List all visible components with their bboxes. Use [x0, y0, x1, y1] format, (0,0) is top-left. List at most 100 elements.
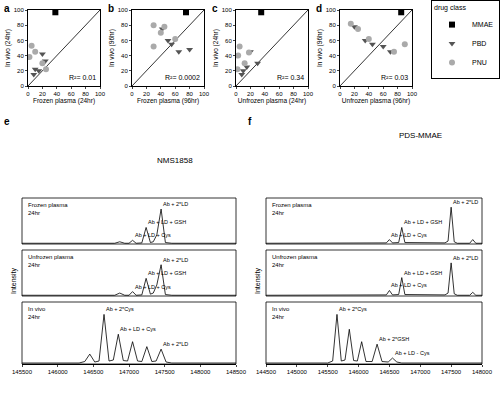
svg-text:60: 60: [121, 38, 128, 44]
svg-text:Ab + LD + Cys: Ab + LD + Cys: [391, 232, 427, 238]
svg-text:80: 80: [394, 91, 401, 97]
svg-text:148000: 148000: [472, 369, 493, 375]
svg-text:Ab + 2*LD: Ab + 2*LD: [453, 255, 478, 261]
svg-text:R²= 0.0002: R²= 0.0002: [165, 74, 200, 81]
svg-text:144500: 144500: [256, 369, 277, 375]
svg-text:Unfrozen plasma (24hr): Unfrozen plasma (24hr): [238, 97, 306, 105]
svg-text:0: 0: [26, 91, 30, 97]
svg-text:80: 80: [290, 91, 297, 97]
svg-text:In vivo24hr: In vivo24hr: [272, 306, 290, 320]
svg-text:147500: 147500: [441, 369, 462, 375]
svg-text:146500: 146500: [83, 369, 104, 375]
svg-text:20: 20: [17, 68, 24, 74]
svg-text:0: 0: [332, 83, 336, 89]
svg-text:In vivo (96hr): In vivo (96hr): [316, 29, 324, 67]
svg-text:20: 20: [351, 91, 358, 97]
svg-text:0: 0: [124, 83, 128, 89]
svg-text:40: 40: [225, 53, 232, 59]
svg-text:20: 20: [247, 91, 254, 97]
svg-text:80: 80: [17, 22, 24, 28]
svg-text:e: e: [4, 116, 10, 127]
svg-text:40: 40: [17, 53, 24, 59]
svg-text:100: 100: [199, 91, 210, 97]
svg-text:0: 0: [338, 91, 342, 97]
svg-text:In vivo (24hr): In vivo (24hr): [212, 29, 220, 67]
svg-text:Intensity: Intensity: [10, 267, 18, 294]
svg-text:100: 100: [303, 91, 314, 97]
svg-text:NMS1858: NMS1858: [157, 156, 193, 165]
svg-text:Ab + LD + GSH: Ab + LD + GSH: [148, 219, 186, 225]
svg-text:Ab + LD + Cys: Ab + LD + Cys: [135, 232, 171, 238]
svg-text:Ab + LD + GSH: Ab + LD + GSH: [404, 270, 442, 276]
svg-text:Frozen plasma (24hr): Frozen plasma (24hr): [33, 97, 95, 105]
svg-text:b: b: [108, 3, 114, 14]
svg-text:PDS-MMAE: PDS-MMAE: [399, 131, 442, 140]
svg-text:Ab + LD + Cys: Ab + LD + Cys: [135, 284, 171, 290]
svg-text:In vivo (24hr): In vivo (24hr): [4, 29, 12, 67]
svg-text:Unfrozen plasma24hr: Unfrozen plasma24hr: [28, 254, 74, 268]
svg-text:c: c: [212, 3, 218, 14]
svg-text:Frozen plasma24hr: Frozen plasma24hr: [272, 202, 312, 216]
svg-text:145500: 145500: [12, 369, 33, 375]
svg-text:Ab + LD + Cys: Ab + LD + Cys: [391, 282, 427, 288]
svg-text:Ab + 2*GSH: Ab + 2*GSH: [379, 336, 409, 342]
svg-text:Ab + 2*LD: Ab + 2*LD: [163, 341, 188, 347]
svg-text:80: 80: [186, 91, 193, 97]
svg-text:Ab + 2*Cys: Ab + 2*Cys: [106, 306, 134, 312]
svg-text:20: 20: [39, 91, 46, 97]
svg-text:80: 80: [82, 91, 89, 97]
svg-text:Ab + 2*LD: Ab + 2*LD: [163, 257, 188, 263]
svg-text:0: 0: [20, 83, 24, 89]
svg-text:100: 100: [14, 7, 25, 13]
svg-text:20: 20: [329, 68, 336, 74]
svg-text:146000: 146000: [48, 369, 69, 375]
svg-text:40: 40: [53, 91, 60, 97]
svg-text:PBD: PBD: [472, 40, 486, 47]
svg-text:100: 100: [95, 91, 106, 97]
svg-text:148500: 148500: [226, 369, 247, 375]
svg-text:147000: 147000: [410, 369, 431, 375]
svg-text:60: 60: [17, 38, 24, 44]
svg-text:146500: 146500: [379, 369, 400, 375]
svg-text:20: 20: [121, 68, 128, 74]
svg-text:147000: 147000: [119, 369, 140, 375]
svg-text:d: d: [316, 3, 322, 14]
svg-text:100: 100: [118, 7, 129, 13]
svg-text:20: 20: [225, 68, 232, 74]
svg-text:60: 60: [329, 38, 336, 44]
svg-text:Frozen plasma24hr: Frozen plasma24hr: [28, 202, 68, 216]
svg-text:146000: 146000: [349, 369, 370, 375]
svg-text:MMAE: MMAE: [472, 21, 493, 28]
svg-text:0: 0: [130, 91, 134, 97]
svg-text:145000: 145000: [287, 369, 308, 375]
svg-text:Unfrozen plasma24hr: Unfrozen plasma24hr: [272, 254, 318, 268]
svg-text:0: 0: [234, 91, 238, 97]
svg-text:Unfrozen plasma (96hr): Unfrozen plasma (96hr): [342, 97, 410, 105]
svg-text:40: 40: [121, 53, 128, 59]
svg-text:Ab + LD + GSH: Ab + LD + GSH: [148, 270, 186, 276]
svg-text:80: 80: [121, 22, 128, 28]
svg-text:Ab + 2*LD: Ab + 2*LD: [453, 199, 478, 205]
svg-text:Ab + LD - Cys: Ab + LD - Cys: [395, 350, 430, 356]
svg-text:60: 60: [172, 91, 179, 97]
svg-text:40: 40: [261, 91, 268, 97]
svg-text:Ab + 2*Cys: Ab + 2*Cys: [339, 306, 367, 312]
svg-text:20: 20: [143, 91, 150, 97]
svg-text:R²= 0.34: R²= 0.34: [277, 74, 304, 81]
svg-text:R²= 0.01: R²= 0.01: [69, 74, 96, 81]
svg-text:0: 0: [228, 83, 232, 89]
svg-text:145500: 145500: [318, 369, 339, 375]
svg-text:a: a: [4, 3, 10, 14]
svg-text:80: 80: [225, 22, 232, 28]
svg-text:In vivo24hr: In vivo24hr: [28, 306, 46, 320]
svg-text:Ab + LD + Cys: Ab + LD + Cys: [120, 326, 156, 332]
svg-text:In vivo (96hr): In vivo (96hr): [108, 29, 116, 67]
svg-text:Frozen plasma (96hr): Frozen plasma (96hr): [137, 97, 199, 105]
svg-text:Intensity: Intensity: [254, 267, 262, 294]
svg-text:40: 40: [365, 91, 372, 97]
svg-text:80: 80: [329, 22, 336, 28]
svg-text:100: 100: [407, 91, 418, 97]
svg-text:40: 40: [329, 53, 336, 59]
svg-text:f: f: [248, 116, 252, 127]
svg-text:100: 100: [222, 7, 233, 13]
